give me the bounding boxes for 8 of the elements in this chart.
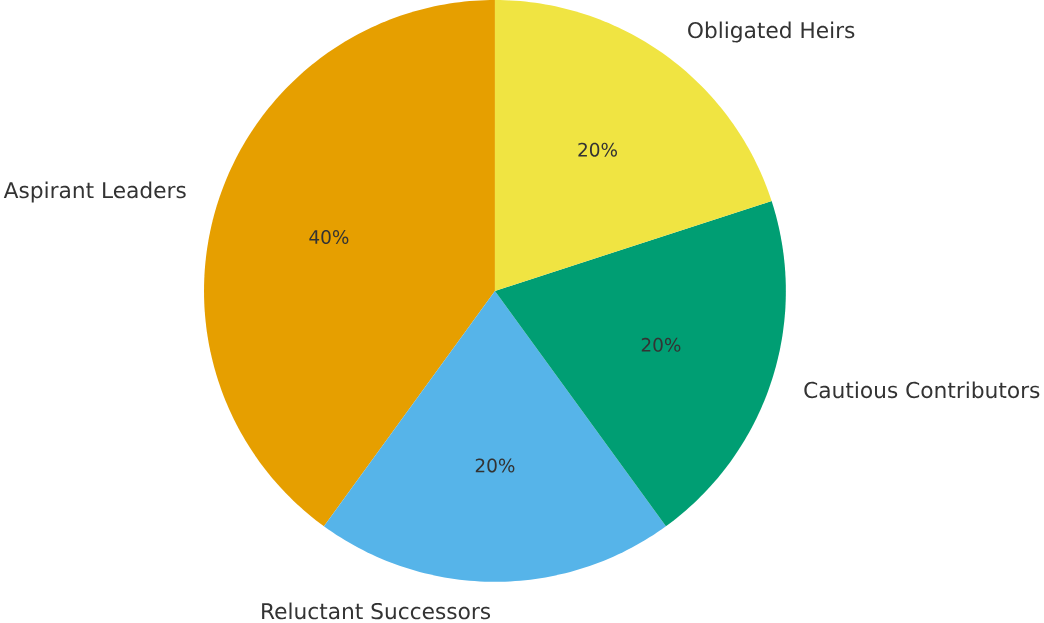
slice-label: Reluctant Successors <box>262 602 491 620</box>
slice-label: Obligated Heirs <box>688 21 855 43</box>
data-label: 20% <box>641 337 681 352</box>
data-label: 20% <box>578 142 618 157</box>
data-label: 20% <box>475 458 515 473</box>
slice-label: Aspirant Leaders <box>3 181 186 203</box>
data-label: 40% <box>309 230 349 244</box>
slice-label: Cautious Contributors <box>804 381 1040 399</box>
